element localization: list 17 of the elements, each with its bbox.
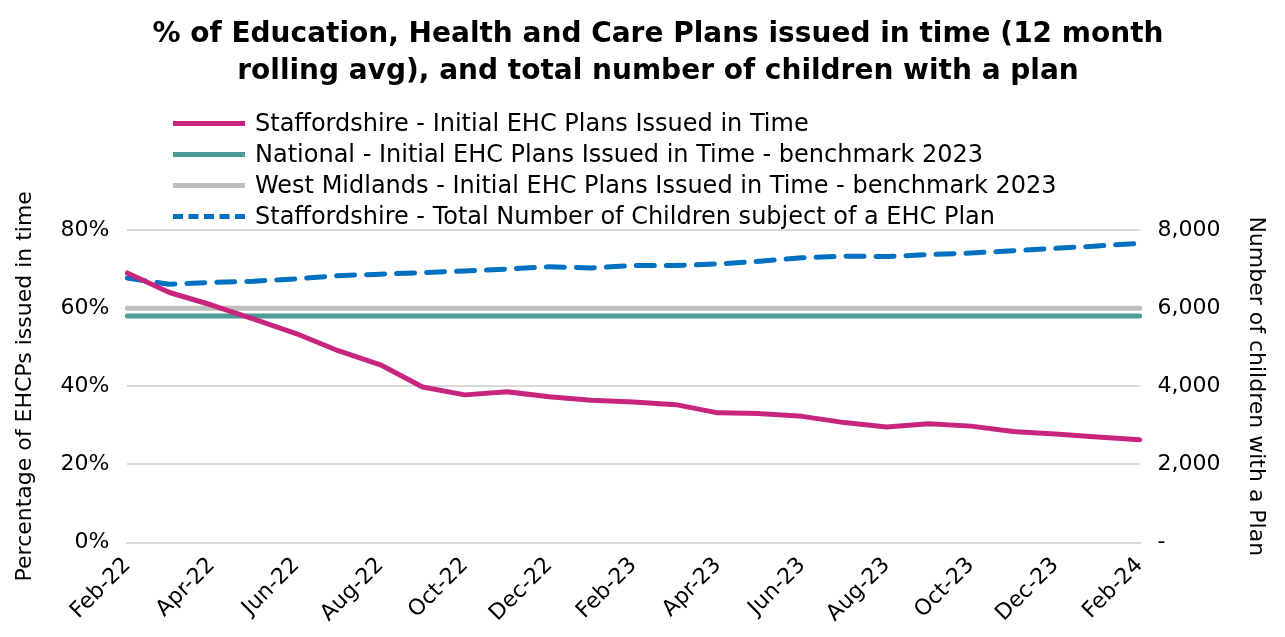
- y-tick-label: 20%: [60, 450, 110, 476]
- y-tick-label: 60%: [60, 293, 110, 319]
- y-tick-label: 0%: [74, 528, 110, 554]
- y2-tick-label: 2,000: [1157, 450, 1221, 476]
- y2-axis-title: Number of children with a Plan: [1245, 216, 1271, 557]
- legend-label: Staffordshire - Total Number of Children subject of a EHC Plan: [255, 201, 995, 232]
- y2-tick-label: 4,000: [1157, 371, 1221, 397]
- legend-label: Staffordshire - Initial EHC Plans Issued in Time: [255, 108, 809, 139]
- y-axis-title: Percentage of EHCPs issued in time: [10, 191, 36, 582]
- y2-tick-label: 8,000: [1157, 215, 1221, 241]
- legend-label: West Midlands - Initial EHC Plans Issued in Time - benchmark 2023: [255, 170, 1057, 201]
- chart-title: % of Education, Health and Care Plans issued in time (12 month rolling avg), and total number of children with a plan: [151, 15, 1165, 88]
- y-tick-label: 40%: [60, 371, 110, 397]
- y2-tick-label: 6,000: [1157, 293, 1221, 319]
- y-tick-label: 80%: [60, 215, 110, 241]
- y2-tick-label: -: [1157, 528, 1166, 554]
- legend-label: National - Initial EHC Plans Issued in Time - benchmark 2023: [255, 139, 984, 170]
